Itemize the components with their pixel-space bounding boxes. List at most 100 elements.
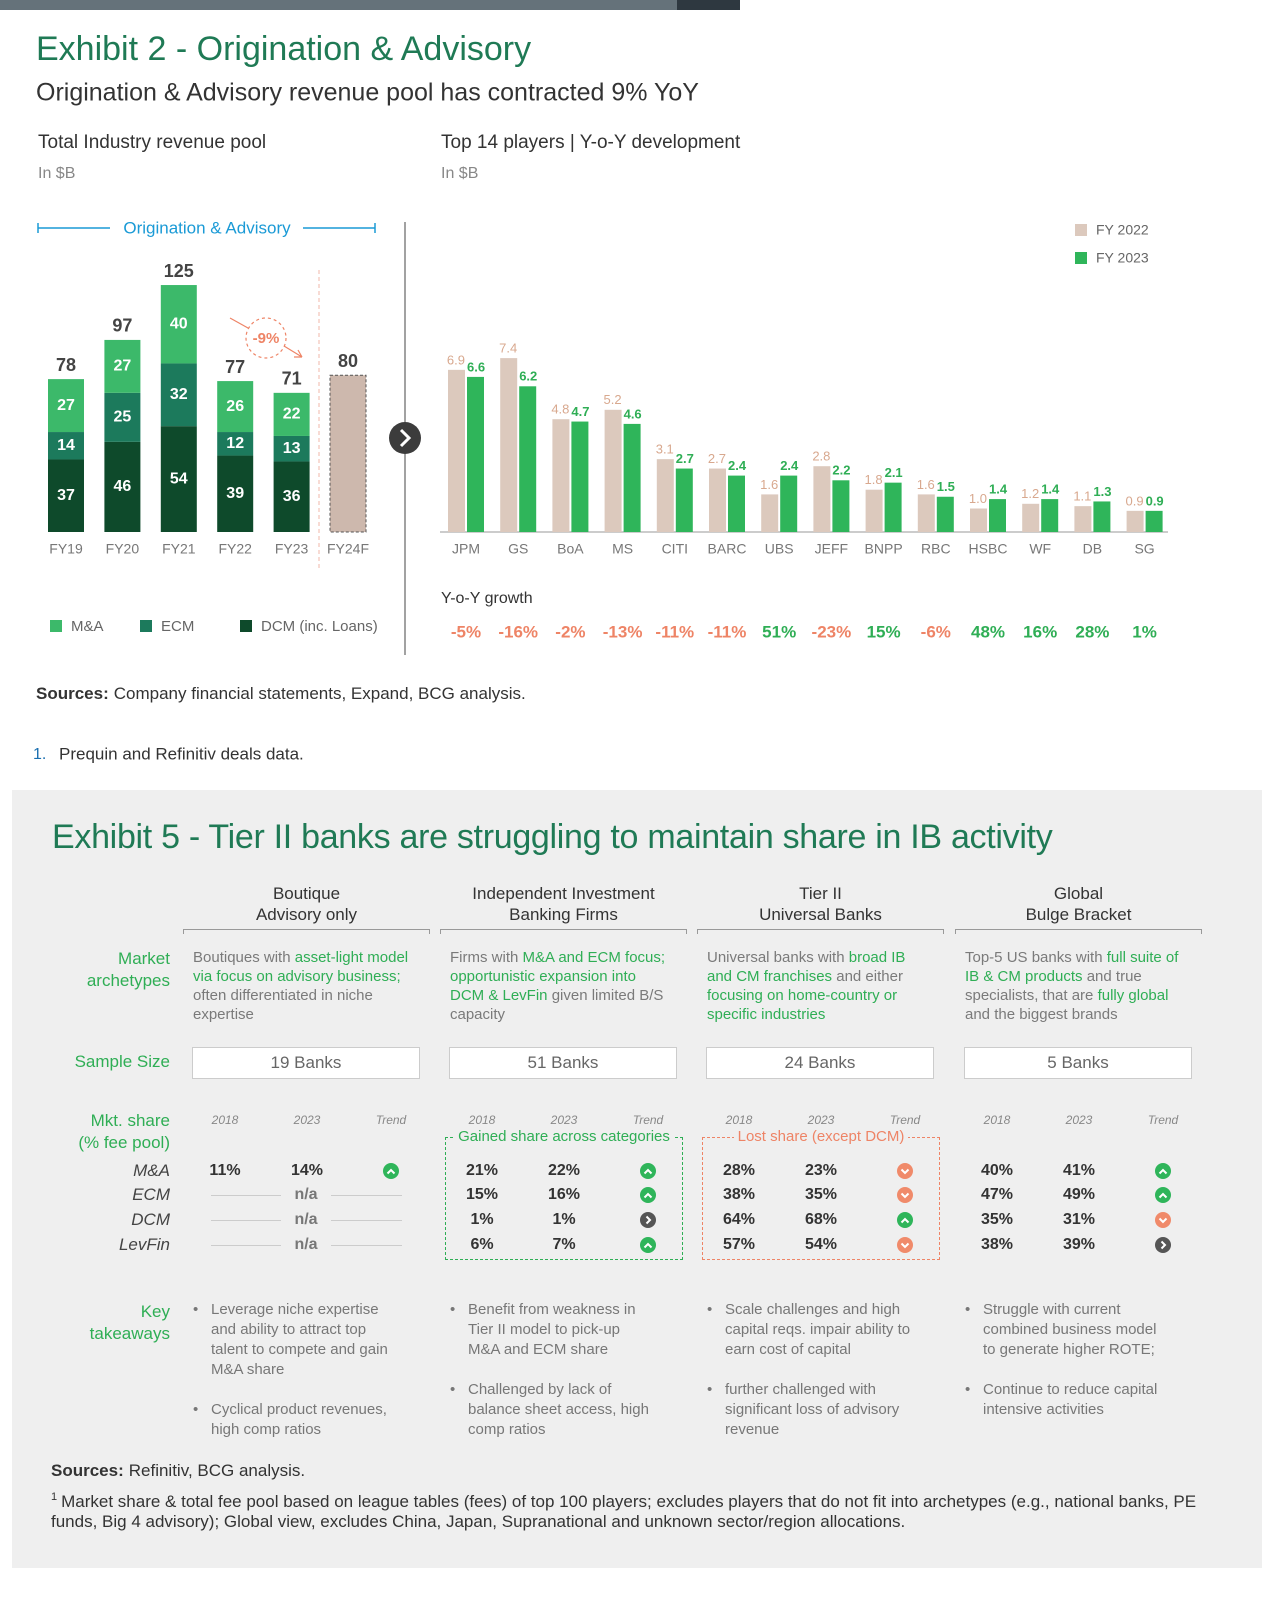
segment-label: 54 [170, 470, 188, 487]
legend-label: FY 2023 [1096, 250, 1149, 266]
x-tick-label: RBC [921, 541, 951, 557]
value-label: 1.6 [917, 477, 935, 492]
share-header: Trend [889, 1113, 921, 1127]
note-box: Gained share across categories [445, 1128, 683, 1260]
trend-circle [640, 1212, 656, 1228]
trend-icon [1155, 1187, 1171, 1203]
x-tick-label: BNPP [865, 541, 903, 557]
trend-circle [897, 1187, 913, 1203]
takeaway: Scale challenges and high capital reqs. … [707, 1300, 912, 1360]
takeaway: Challenged by lack of balance sheet acce… [450, 1380, 655, 1440]
bar [970, 508, 987, 532]
trend-icon [897, 1163, 913, 1179]
na-text: n/a [281, 1235, 331, 1255]
segment-label: 37 [57, 487, 75, 504]
trend-icon [640, 1163, 656, 1179]
value-label: 1.5 [937, 479, 955, 494]
segment-label: 14 [57, 437, 75, 454]
row-label-line: Mkt. share [90, 1111, 170, 1130]
forecast-bar [329, 374, 367, 533]
bar-segment [217, 432, 254, 456]
bar-segment [48, 432, 84, 460]
bar [604, 409, 622, 532]
segment-label: 46 [114, 478, 132, 495]
legend-swatch [50, 620, 62, 632]
trend-icon [897, 1187, 913, 1203]
x-tick-label: CITI [662, 541, 688, 557]
exhibit-title: Exhibit 2 - Origination & Advisory [36, 30, 531, 68]
share-header: Trend [1147, 1113, 1179, 1127]
annotation-arrow [283, 345, 303, 358]
bar-segment [160, 426, 197, 532]
takeaways: Benefit from weakness in Tier II model t… [450, 1300, 655, 1440]
growth-value: -16% [498, 622, 538, 641]
bar [884, 482, 902, 532]
product-label: ECM [132, 1185, 170, 1204]
trend [640, 1163, 656, 1179]
column-header-line: Advisory only [255, 905, 358, 924]
takeaway: Cyclical product revenues, high comp rat… [193, 1400, 398, 1440]
column-header-line: Banking Firms [509, 905, 618, 924]
row-label-line: archetypes [86, 971, 170, 990]
trend-chevron [1158, 1217, 1168, 1224]
exhibit-title: Exhibit 5 - Tier II banks are struggling… [52, 818, 1053, 856]
segment-label: 39 [226, 485, 244, 502]
sources-label: Sources: [36, 684, 109, 703]
segment-label: 25 [114, 409, 132, 426]
value-label: 2.8 [812, 449, 830, 464]
trend [897, 1237, 913, 1253]
sources: Sources: Company financial statements, Ex… [36, 684, 526, 703]
value-label: 4.6 [624, 406, 642, 421]
value-label: 1.4 [989, 482, 1008, 497]
share-value: 1% [470, 1211, 494, 1228]
takeaway: Leverage niche expertise and ability to … [193, 1300, 398, 1380]
bar [552, 419, 570, 532]
x-tick-label: FY20 [106, 541, 140, 557]
segment-label: 27 [57, 397, 75, 414]
bar-segment [273, 392, 310, 436]
archetype-text: and the biggest brands [965, 1006, 1118, 1023]
sources: Sources: Refinitiv, BCG analysis. [51, 1460, 305, 1482]
share-value: 64% [722, 1211, 756, 1228]
value-label: 6.6 [467, 359, 485, 374]
legend-label: FY 2022 [1096, 222, 1149, 238]
exhibit-subtitle: Origination & Advisory revenue pool has … [36, 79, 699, 107]
x-tick-label: DB [1083, 541, 1102, 557]
sample-size: 19 Banks [192, 1047, 420, 1079]
chart-unit: In $B [38, 165, 75, 182]
bar-segment [48, 379, 84, 433]
trend-icon [897, 1212, 913, 1228]
trend-chevron [900, 1168, 910, 1175]
sample-size: 51 Banks [449, 1047, 677, 1079]
value-label: 0.9 [1146, 493, 1164, 508]
share-value: 41% [1062, 1162, 1096, 1179]
share-value: 49% [1062, 1186, 1096, 1203]
bar [761, 494, 779, 532]
trend [383, 1163, 399, 1179]
arrow-chevron [399, 428, 412, 448]
share-value: 11% [209, 1162, 241, 1179]
x-tick-label: JPM [452, 541, 480, 557]
trend [640, 1237, 656, 1253]
share-value: 1% [552, 1211, 576, 1228]
archetype: Top-5 US banks with full suite of IB & C… [965, 948, 1187, 1024]
value-label: 1.1 [1073, 489, 1091, 504]
takeaways: Struggle with current combined business … [965, 1300, 1170, 1420]
share-value: 47% [980, 1186, 1014, 1203]
takeaways: Scale challenges and high capital reqs. … [707, 1300, 912, 1440]
trend-icon [897, 1237, 913, 1253]
header-bracket [955, 929, 1202, 934]
row-label: Market archetypes [40, 948, 170, 992]
chart-title: Total Industry revenue pool [38, 132, 266, 153]
segment-label: 27 [114, 358, 132, 375]
sources-text: Company financial statements, Expand, BC… [114, 684, 526, 703]
column-header-line: Bulge Bracket [1025, 905, 1132, 924]
archetype-text: broad IB and CM franchises [707, 949, 906, 985]
bar [865, 489, 883, 532]
note-label: Gained share across categories [454, 1128, 674, 1145]
share-header: 2023 [550, 1113, 578, 1127]
chart-unit: In $B [441, 165, 478, 182]
trend-circle [897, 1237, 913, 1253]
value-label: 2.7 [708, 451, 726, 466]
trend-icon [640, 1187, 656, 1203]
